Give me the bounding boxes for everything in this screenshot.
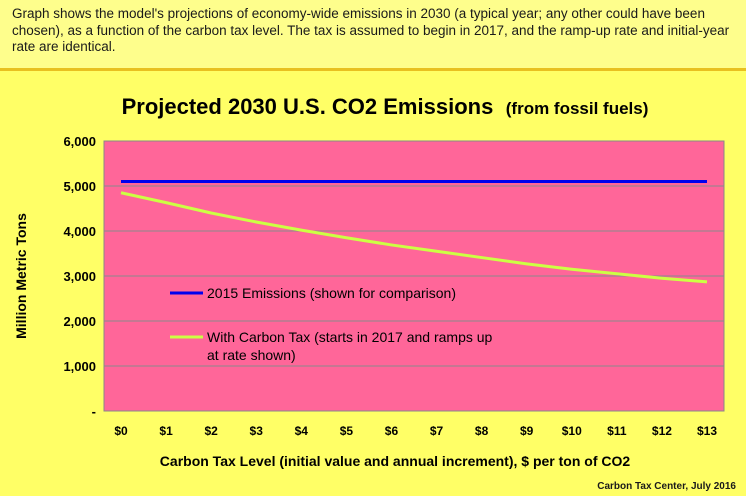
x-tick-label: $2: [204, 424, 218, 438]
y-axis-label: Million Metric Tons: [13, 213, 29, 339]
x-tick-label: $5: [340, 424, 354, 438]
chart-title-main: Projected 2030 U.S. CO2 Emissions: [122, 94, 494, 119]
x-tick-label: $12: [652, 424, 672, 438]
x-tick-label: $3: [250, 424, 264, 438]
x-tick-label: $4: [295, 424, 309, 438]
legend-label-2015-emissions: 2015 Emissions (shown for comparison): [207, 285, 456, 301]
y-tick-label: -: [92, 404, 96, 419]
y-tick-label: 6,000: [63, 134, 96, 149]
y-tick-label: 1,000: [63, 359, 96, 374]
x-tick-labels: $0 $1 $2 $3 $4 $5 $6 $7 $8 $9 $10 $11 $12 $13: [114, 424, 717, 438]
x-tick-label: $7: [430, 424, 444, 438]
y-tick-labels: - 1,000 2,000 3,000 4,000 5,000 6,000: [63, 134, 96, 419]
x-tick-label: $10: [562, 424, 582, 438]
emissions-chart: Projected 2030 U.S. CO2 Emissions (from …: [0, 0, 746, 496]
y-tick-label: 3,000: [63, 269, 96, 284]
chart-title-suffix: (from fossil fuels): [506, 99, 649, 118]
chart-title: Projected 2030 U.S. CO2 Emissions (from …: [122, 94, 649, 119]
x-tick-label: $0: [114, 424, 128, 438]
x-tick-label: $13: [697, 424, 717, 438]
x-tick-label: $1: [159, 424, 173, 438]
x-axis-label: Carbon Tax Level (initial value and annu…: [160, 453, 631, 469]
y-tick-label: 5,000: [63, 179, 96, 194]
y-tick-label: 4,000: [63, 224, 96, 239]
y-tick-label: 2,000: [63, 314, 96, 329]
x-tick-label: $11: [607, 424, 627, 438]
x-tick-label: $9: [520, 424, 534, 438]
credit-text: Carbon Tax Center, July 2016: [597, 481, 736, 492]
x-tick-label: $6: [385, 424, 399, 438]
x-tick-label: $8: [475, 424, 489, 438]
